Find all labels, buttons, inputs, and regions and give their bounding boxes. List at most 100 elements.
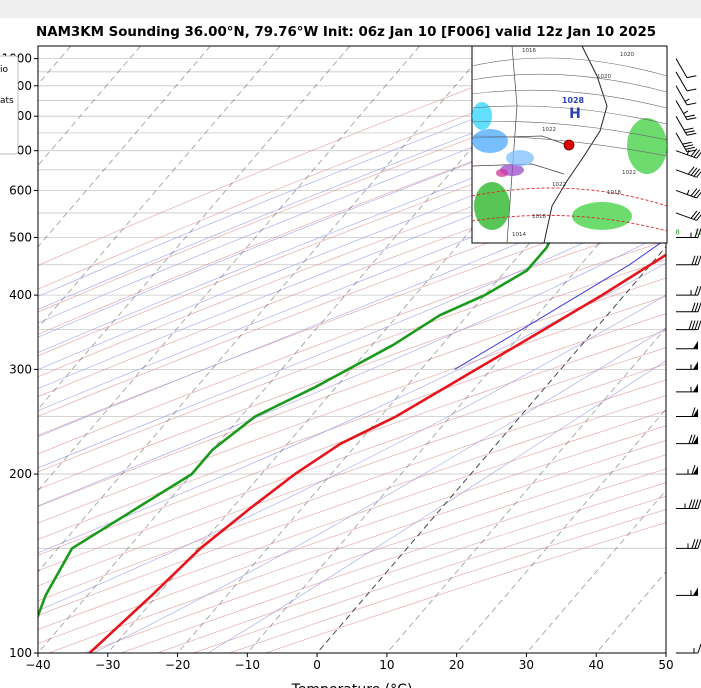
wind-barb-full — [685, 146, 695, 150]
wind-barb-stem — [675, 58, 688, 78]
wind-barb-full — [691, 320, 696, 330]
legend-entry: ats — [0, 96, 14, 106]
dry-adiabat — [38, 330, 666, 556]
wind-barb-full — [686, 132, 697, 136]
x-tick-label: 40 — [589, 658, 604, 672]
wind-barb — [675, 148, 701, 159]
dry-adiabat — [38, 313, 666, 540]
isotherm-line — [38, 46, 420, 492]
wind-barb-full — [683, 127, 694, 131]
wind-barb — [676, 361, 698, 370]
dry-adiabat — [38, 363, 666, 587]
wind-barb — [675, 100, 697, 121]
precip-area — [472, 102, 492, 130]
wind-barb-full — [682, 141, 692, 145]
wind-barb — [676, 320, 701, 331]
wind-barb-full — [688, 499, 693, 509]
wind-barb-full — [683, 144, 694, 148]
wind-barb — [675, 188, 701, 199]
moist-adiabat — [38, 204, 666, 469]
x-tick-label: −10 — [235, 658, 260, 672]
isotherm-line — [38, 46, 490, 573]
wind-barb-flag — [693, 466, 698, 475]
map-isobar-label: 1022 — [622, 170, 636, 176]
virtual-temperature-line — [454, 238, 666, 370]
wind-barb-full — [691, 539, 696, 549]
x-tick-label: −20 — [165, 658, 190, 672]
x-tick-label: −40 — [25, 658, 50, 672]
dry-adiabat — [38, 46, 583, 266]
coastline — [543, 46, 608, 243]
map-isobar-label: 1022 — [542, 127, 556, 133]
wind-barb-full — [691, 499, 696, 509]
wind-barb-stem — [675, 150, 697, 159]
wind-barb-full — [691, 434, 696, 444]
wind-barb — [676, 643, 701, 654]
map-isobar-label: 1018 — [607, 190, 621, 196]
moist-adiabat — [38, 262, 666, 554]
wind-barb — [676, 285, 701, 296]
isotherm-line — [665, 652, 666, 653]
wind-barb-full — [685, 114, 695, 118]
wind-barb-full — [691, 302, 696, 312]
wind-barb-full — [691, 255, 696, 265]
moist-adiabat — [38, 118, 666, 370]
wind-barb-full — [685, 130, 695, 134]
dry-adiabat — [38, 240, 666, 473]
mixing-ratio-label: 8 — [675, 229, 679, 237]
wind-barb — [675, 58, 697, 79]
wind-barb-full — [690, 210, 698, 219]
high-pressure-value: 1028 — [562, 96, 585, 105]
precip-area — [474, 182, 510, 230]
precip-area — [627, 118, 667, 174]
wind-barb — [676, 539, 701, 549]
wind-barb — [676, 434, 698, 445]
y-tick-label: 400 — [9, 288, 32, 302]
dry-adiabat — [193, 495, 666, 653]
legend-box — [0, 55, 19, 155]
wind-barb-full — [690, 167, 698, 176]
y-tick-label: 200 — [9, 467, 32, 481]
wind-barb-stem — [675, 100, 688, 120]
dry-adiabat — [229, 509, 666, 653]
wind-barb-full — [696, 151, 701, 159]
precip-area — [506, 150, 534, 166]
wind-barb-full — [694, 255, 699, 265]
wind-barb-stem — [675, 212, 697, 221]
x-tick-label: −30 — [95, 658, 120, 672]
y-tick-label: 100 — [9, 646, 32, 660]
wind-barb-full — [694, 285, 699, 296]
precip-area — [572, 202, 632, 230]
y-tick-label: 300 — [9, 362, 32, 376]
wind-barb-full — [686, 102, 697, 106]
map-isobar — [472, 121, 667, 141]
isotherm-line — [316, 245, 666, 653]
wind-barb-full — [694, 499, 699, 509]
moist-adiabat — [207, 360, 666, 653]
wind-barb-full — [691, 407, 696, 417]
wind-barb-full — [693, 149, 701, 158]
wind-barb-flag — [693, 408, 698, 417]
state-border — [472, 163, 565, 175]
wind-barb-full — [696, 191, 701, 199]
wind-barb — [676, 383, 698, 393]
dry-adiabat — [157, 482, 666, 653]
wind-barb — [676, 340, 698, 350]
wind-barb-full — [694, 302, 699, 312]
wind-barb-half — [686, 149, 690, 155]
precip-area — [496, 169, 508, 177]
dry-adiabat — [38, 379, 666, 602]
wind-barb-stem — [675, 189, 697, 199]
wind-barb-full — [694, 320, 699, 330]
dry-adiabat — [265, 522, 666, 653]
map-isobar — [472, 73, 667, 93]
wind-barb-full — [694, 539, 699, 549]
mixing-ratio-label: 10 — [695, 229, 701, 237]
wind-barb-full — [693, 168, 701, 177]
wind-barb-full — [696, 214, 701, 221]
isotherm-line — [38, 46, 281, 329]
